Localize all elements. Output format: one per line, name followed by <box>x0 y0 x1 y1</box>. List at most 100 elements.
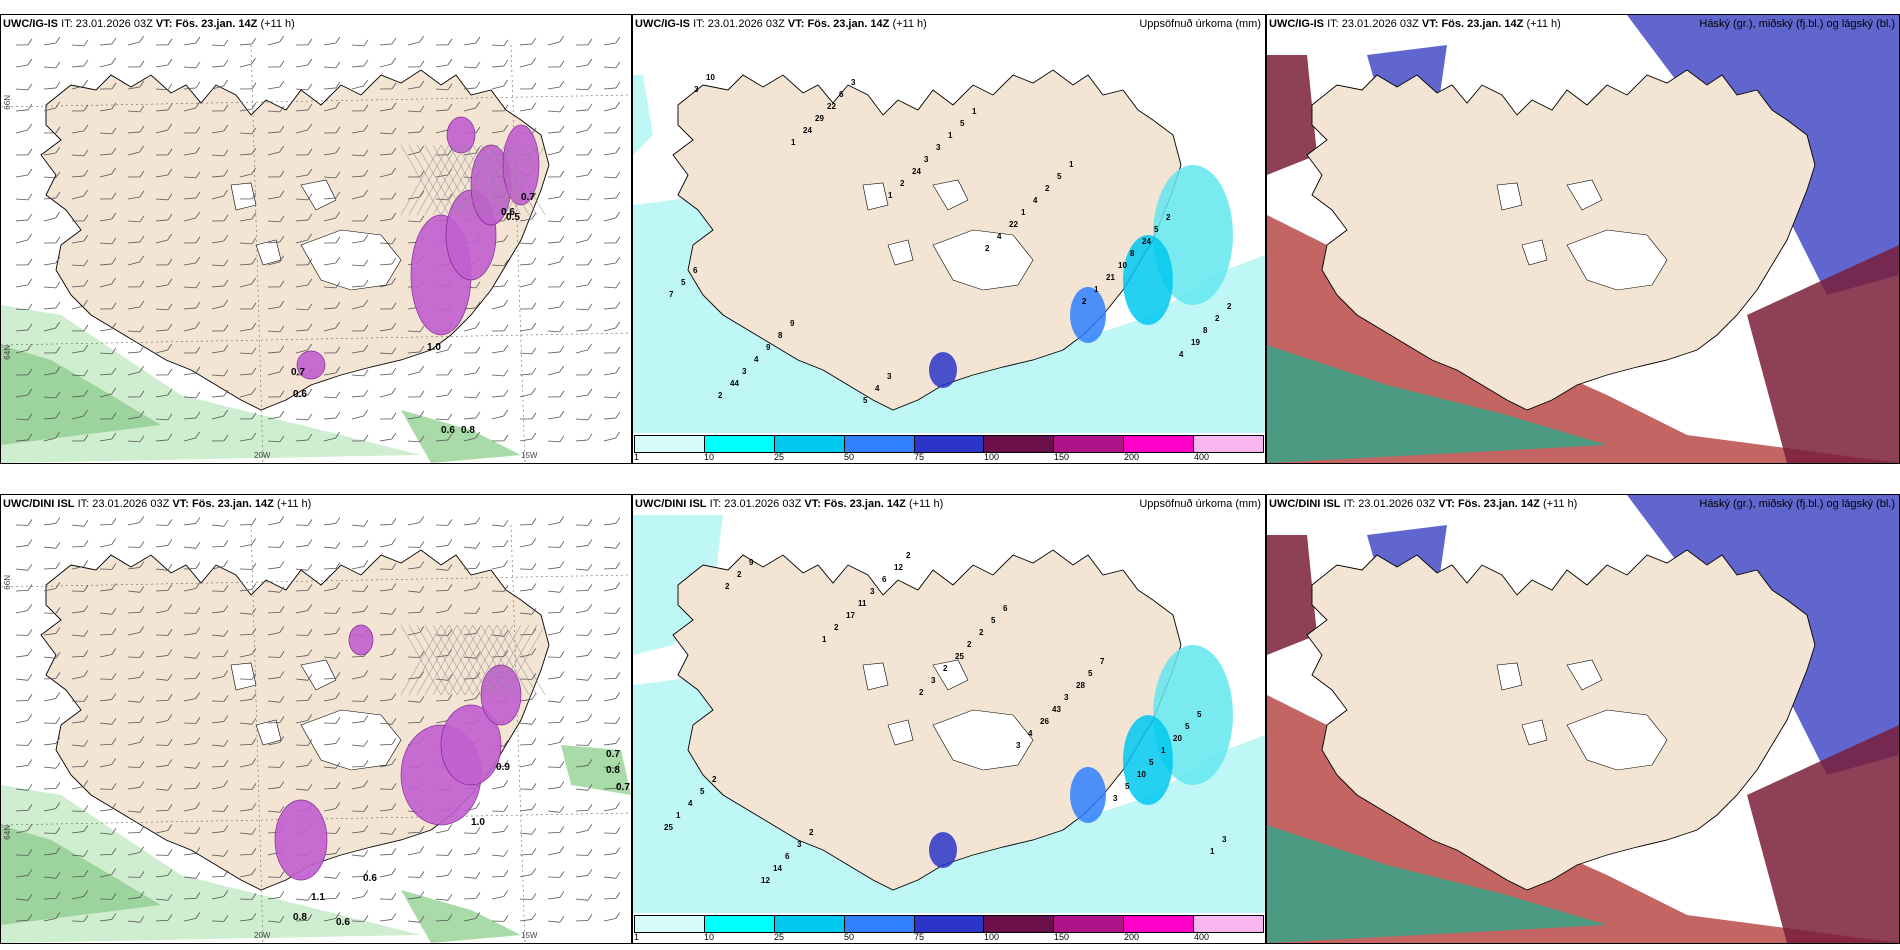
panel-title: Háský (gr.), miðský (fj.bl.) og lágský (… <box>1699 498 1895 510</box>
precip-value-label: 2 <box>834 623 839 632</box>
precip-value-label: 19 <box>1191 338 1200 347</box>
precip-value-label: 5 <box>681 278 686 287</box>
precip-value-label: 2 <box>967 640 972 649</box>
precip-hotspot <box>1070 287 1106 343</box>
wind-value-label: 0.8 <box>461 425 475 436</box>
precip-value-label: 2 <box>1082 297 1087 306</box>
vt-value: Fös. 23.jan. 14Z <box>1441 18 1524 30</box>
snow-cell <box>296 350 326 380</box>
glacier-area <box>862 662 889 691</box>
it-value: 23.01.2026 03Z <box>724 498 802 510</box>
lat-label-66n: 66N <box>3 95 12 110</box>
cloud-map <box>1267 495 1899 943</box>
glacier-area <box>1566 179 1603 211</box>
glacier-area <box>300 179 337 211</box>
lon-label-15w: 15W <box>521 451 538 460</box>
wind-value-label: 0.7 <box>616 782 630 793</box>
wind-value-label: 0.6 <box>336 917 350 928</box>
it-value: 23.01.2026 03Z <box>1358 498 1436 510</box>
colorbar-label: 100 <box>984 452 1000 462</box>
lead-time: (+11 h) <box>892 18 927 30</box>
precip-value-label: 5 <box>991 616 996 625</box>
map-panel-precip-dini: UWC/DINI ISL IT: 23.01.2026 03Z VT: Fös.… <box>632 494 1266 944</box>
precip-value-label: 1 <box>972 107 977 116</box>
precip-value-label: 3 <box>887 372 892 381</box>
cloud-map <box>1267 15 1899 463</box>
panel-title: Uppsöfnuð úrkoma (mm) <box>1139 18 1261 30</box>
panel-header: UWC/DINI ISL IT: 23.01.2026 03Z VT: Fös.… <box>635 498 943 510</box>
precip-value-label: 2 <box>919 688 924 697</box>
map-panel-cloud-igis: UWC/IG-IS IT: 23.01.2026 03Z VT: Fös. 23… <box>1266 14 1900 464</box>
precip-value-label: 1 <box>1094 285 1099 294</box>
precip-value-label: 3 <box>851 78 856 87</box>
colorbar-swatch <box>1194 436 1264 452</box>
glacier-area <box>887 719 914 746</box>
it-label: IT: <box>1327 18 1339 30</box>
precip-hotspot <box>1153 165 1233 305</box>
colorbar-swatch <box>635 436 705 452</box>
it-label: IT: <box>709 498 722 510</box>
precip-value-label: 5 <box>1088 669 1093 678</box>
map-panel-cloud-dini: UWC/DINI ISL IT: 23.01.2026 03Z VT: Fös.… <box>1266 494 1900 944</box>
wind-value-label: 0.7 <box>521 192 535 203</box>
precip-value-label: 5 <box>1197 710 1202 719</box>
precip-value-label: 2 <box>809 828 814 837</box>
wind-value-label: 0.6 <box>363 873 377 884</box>
precip-value-label: 1 <box>676 811 681 820</box>
precip-value-label: 3 <box>797 840 802 849</box>
glacier-area <box>300 709 402 771</box>
precip-value-label: 24 <box>1142 237 1151 246</box>
rain-shade-green <box>1 305 521 463</box>
iceland-outline <box>1306 549 1816 891</box>
precip-hotspot <box>1070 767 1106 823</box>
precip-value-label: 4 <box>997 232 1002 241</box>
wind-barbs <box>15 516 621 923</box>
glacier-area <box>230 662 257 691</box>
glacier-area <box>1566 229 1668 291</box>
colorbar-label: 10 <box>704 932 715 942</box>
colorbar-label: 1 <box>634 932 640 942</box>
vt-value: Fös. 23.jan. 14Z <box>175 18 258 30</box>
model-name: UWC/IG-IS <box>3 18 58 30</box>
precip-value-label: 4 <box>754 355 759 364</box>
colorbar-label: 150 <box>1054 452 1070 462</box>
colorbar-swatch <box>1194 916 1264 932</box>
wind-value-label: 0.8 <box>293 912 307 923</box>
precip-value-label: 12 <box>761 876 770 885</box>
colorbar-swatch <box>635 916 705 932</box>
colorbar-label: 50 <box>844 932 855 942</box>
colorbar-label: 75 <box>914 452 925 462</box>
precip-value-label: 1 <box>1069 160 1074 169</box>
snow-cells <box>274 624 522 881</box>
precip-value-label: 3 <box>1113 794 1118 803</box>
wind-map: 0.7 0.8 0.7 1.0 1.1 0.6 0.8 0.6 0.9 <box>1 516 631 943</box>
precip-value-label: 10 <box>706 73 715 82</box>
colorbar-label: 50 <box>844 452 855 462</box>
lead-time: (+11 h) <box>276 498 312 510</box>
precip-value-label: 20 <box>1173 734 1182 743</box>
rain-shade-green <box>1 745 631 943</box>
wind-value-label: 0.7 <box>606 749 620 760</box>
colorbar-label: 400 <box>1194 932 1210 942</box>
precip-value-label: 6 <box>839 90 844 99</box>
colorbar-labels: 1 10 25 50 75 100 150 200 400 <box>633 932 1265 942</box>
precip-value-label: 10 <box>1137 770 1146 779</box>
precip-map: 2123312234539172261025121125435114323146… <box>633 515 1265 913</box>
colorbar-label: 100 <box>984 932 1000 942</box>
colorbar-label: 25 <box>774 452 785 462</box>
precip-value-label: 21 <box>1106 273 1115 282</box>
hatch-area <box>400 144 546 216</box>
precip-value-label: 4 <box>1033 196 1038 205</box>
precip-value-label: 12 <box>894 563 903 572</box>
model-name: UWC/DINI ISL <box>3 498 75 510</box>
precip-value-label: 3 <box>1222 835 1227 844</box>
precip-map: 3112241024241192292422218442231102363482… <box>633 69 1265 433</box>
vt-label: VT: <box>804 498 821 510</box>
precip-value-label: 9 <box>790 319 795 328</box>
vt-value: Fös. 23.jan. 14Z <box>823 498 906 510</box>
model-name: UWC/DINI ISL <box>635 498 707 510</box>
precip-value-label: 4 <box>1179 350 1184 359</box>
lon-label-20w: 20W <box>254 931 271 940</box>
precip-value-label: 5 <box>1149 758 1154 767</box>
precip-value-label: 25 <box>955 652 964 661</box>
